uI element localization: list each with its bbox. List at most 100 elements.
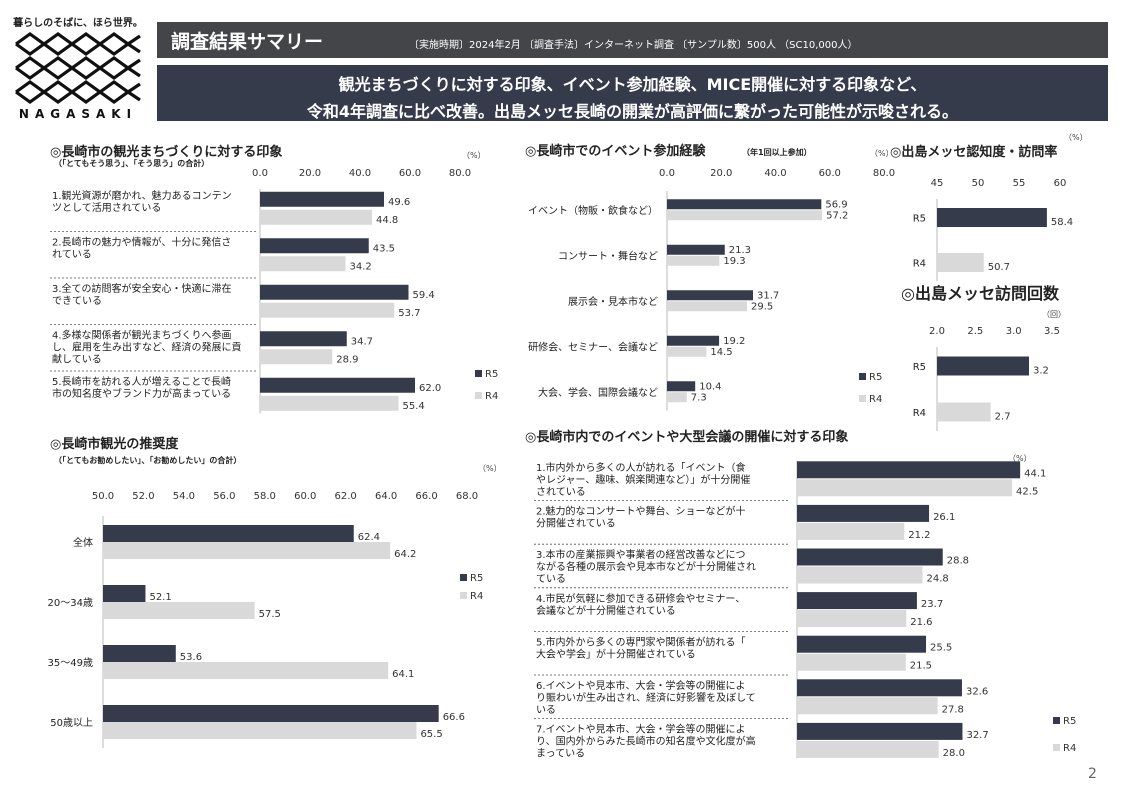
data-label: 42.5 (1016, 486, 1038, 497)
bar-r5 (797, 679, 962, 697)
category-label: 4.多様な関係者が観光まちづくりへ参画 (52, 329, 232, 342)
data-label: 21.6 (910, 617, 932, 628)
bar-r5 (260, 377, 415, 393)
tick-label: 40.0 (764, 168, 786, 179)
category-label: り賑わいが生み出され、経済に好影響を及ぼして (536, 691, 756, 704)
legend-swatch (859, 395, 866, 402)
tick-label: 60.0 (819, 168, 841, 179)
data-label: 32.6 (966, 686, 988, 697)
data-label: 62.0 (419, 383, 441, 394)
data-label: 57.5 (259, 609, 281, 620)
data-label: 29.5 (751, 301, 773, 312)
data-label: 58.4 (1051, 217, 1073, 228)
title-bar: 調査結果サマリー 〔実施時期〕2024年2月 〔調査手法〕インターネット調査 〔… (157, 22, 1108, 58)
category-label: 6.イベントや見本市、大会・学会等の開催によ (536, 679, 746, 692)
data-label: 21.2 (908, 530, 930, 541)
data-label: 19.2 (723, 336, 745, 347)
legend-swatch (1053, 744, 1060, 751)
category-label: 会議などが十分開催されている (536, 604, 676, 617)
chart-subtitle: （「とてもお勧めしたい」、「お勧めしたい」の合計） (54, 455, 241, 465)
category-label: 研修会、セミナー、会議など (528, 340, 658, 353)
tick-label: 60.0 (294, 491, 316, 502)
bar-r4 (797, 653, 906, 671)
chart-title: ◎出島メッセ認知度・訪問率 (890, 144, 1057, 160)
legend-label: R4 (485, 391, 498, 402)
data-label: 34.2 (350, 261, 372, 272)
data-label: 26.1 (933, 512, 955, 523)
legend-swatch (475, 370, 482, 377)
tick-label: 64.0 (375, 491, 397, 502)
tick-label: 68.0 (456, 491, 478, 502)
data-label: 28.9 (336, 354, 358, 365)
category-label: 分開催されている (536, 517, 616, 530)
bar-r4 (260, 256, 346, 272)
bar-r4 (103, 722, 417, 739)
brand-name: NAGASAKI (18, 107, 138, 121)
tick-label: 55 (1013, 178, 1026, 189)
category-label: R4 (913, 408, 926, 419)
data-label: 43.5 (373, 243, 395, 254)
tick-label: 58.0 (254, 491, 276, 502)
legend-swatch (859, 373, 866, 380)
chart-title: ◎出島メッセ訪問回数 (901, 284, 1060, 303)
tick-label: 80.0 (449, 168, 471, 179)
bar-r5 (937, 356, 1029, 376)
category-label: 4.市民が気軽に参加できる研修会やセミナー、 (536, 592, 745, 605)
tick-label: 3.5 (1044, 326, 1060, 337)
tick-label: 54.0 (173, 491, 195, 502)
page-number: 2 (1088, 766, 1097, 782)
bar-r5 (797, 635, 927, 653)
data-label: 28.0 (943, 748, 965, 759)
category-label: R5 (913, 362, 926, 373)
data-label: 14.5 (710, 347, 732, 358)
category-label: ツとして活用されている (52, 202, 161, 214)
data-label: 44.1 (1024, 468, 1046, 479)
data-label: 57.2 (826, 210, 848, 221)
headline-line-2: 令和4年調査に比べ改善。出島メッセ長崎の開業が高評価に繋がった可能性が示唆される… (306, 102, 959, 121)
legend-label: R4 (470, 591, 483, 602)
category-label: 大会や学会」が十分開催されている (536, 647, 696, 660)
category-label: ている (536, 573, 566, 585)
bar-r5 (797, 722, 963, 740)
logo: 暮らしのそばに、ほら世界。 NAGASAKI (12, 10, 144, 128)
data-label: 21.3 (729, 245, 751, 256)
data-label: 56.9 (825, 199, 847, 210)
nagasaki-logo-mark (15, 32, 141, 104)
tick-label: 3.0 (1006, 326, 1022, 337)
bar-r4 (103, 662, 389, 679)
bar-r4 (937, 253, 984, 272)
tick-label: 60 (1054, 178, 1067, 189)
tick-label: 20.0 (299, 168, 321, 179)
category-label: り、国内外からみた長崎市の知名度や文化度が高 (536, 735, 756, 748)
data-label: 7.3 (691, 392, 707, 403)
category-label: 50歳以上 (50, 717, 93, 729)
bar-r5 (103, 645, 176, 662)
tick-label: 50 (972, 178, 985, 189)
data-label: 62.4 (358, 532, 380, 543)
category-label: まっている (536, 748, 585, 760)
category-label: R5 (913, 214, 926, 225)
category-label: 5.長崎市を訪れる人が増えることで長崎 (52, 375, 231, 388)
tick-label: 60.0 (399, 168, 421, 179)
data-label: 2.7 (995, 412, 1011, 423)
bar-r4 (797, 697, 938, 715)
tick-label: 20.0 (710, 168, 732, 179)
data-label: 49.6 (388, 197, 410, 208)
category-label: 3.本市の産業振興や事業者の経営改善などにつ (536, 548, 746, 561)
tick-label: 0.0 (659, 168, 675, 179)
tick-label: 56.0 (213, 491, 235, 502)
category-label: し、雇用を生み出すなど、経済の発展に貢 (52, 341, 242, 354)
bar-r5 (103, 585, 146, 602)
data-label: 59.4 (413, 290, 435, 301)
bar-r4 (260, 302, 395, 318)
chart-title: ◎長崎市でのイベント参加経験 (525, 143, 706, 159)
tick-label: 40.0 (349, 168, 371, 179)
data-label: 3.2 (1033, 366, 1049, 377)
data-label: 31.7 (757, 290, 779, 301)
tick-label: 66.0 (415, 491, 437, 502)
chart-title: ◎長崎市内でのイベントや大型会議の開催に対する印象 (525, 429, 848, 445)
legend-swatch (475, 392, 482, 399)
bar-r5 (260, 238, 369, 254)
bar-r5 (260, 331, 347, 347)
legend-label: R5 (485, 369, 498, 380)
